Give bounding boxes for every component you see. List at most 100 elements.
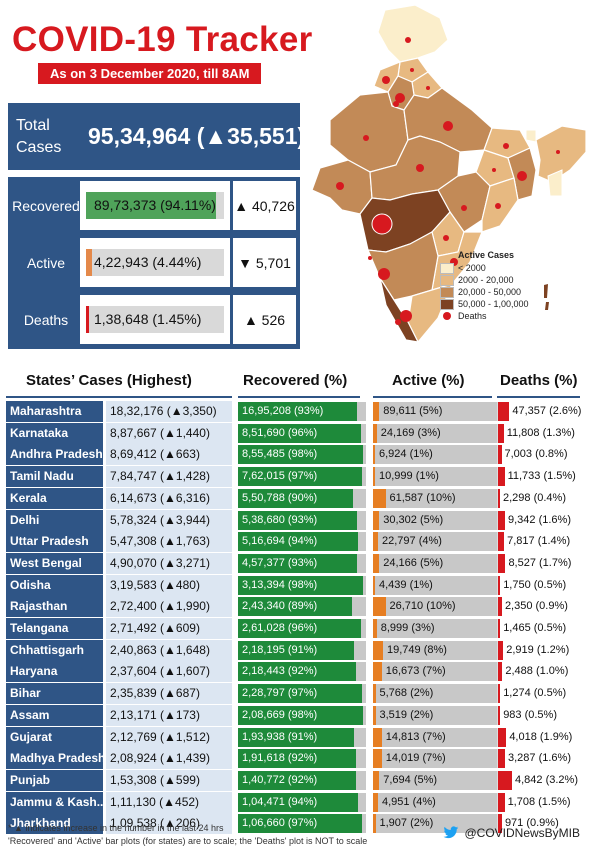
death-bubble-uttarakhand xyxy=(426,86,430,90)
recovered-label: 4,57,377 (93%) xyxy=(242,556,318,569)
recovered-bar-track: 2,28,797 (97%) xyxy=(238,684,366,704)
state-total: 5,47,308 (▲1,763) xyxy=(106,531,232,553)
deaths-bar-track: 1,465 (0.5%) xyxy=(497,619,582,638)
active-label: 24,166 (5%) xyxy=(383,556,444,569)
active-bar xyxy=(373,619,377,638)
active-bar-track: 3,519 (2%) xyxy=(373,705,498,725)
deaths-label: 11,808 (1.3%) xyxy=(506,426,575,439)
deaths-bar xyxy=(498,619,501,638)
state-total: 2,13,171 (▲173) xyxy=(106,704,232,726)
active-bar xyxy=(373,510,380,530)
recovered-bar xyxy=(238,510,358,530)
active-label: 61,587 (10%) xyxy=(389,491,456,504)
table-row: Jammu & Kash.. 1,11,130 (▲452) 1,04,471 (9… xyxy=(6,791,582,814)
deaths-label: 4,018 (1.9%) xyxy=(509,730,573,743)
recovered-bar xyxy=(238,445,364,465)
recovered-bar xyxy=(238,619,361,638)
header-underline-deaths xyxy=(497,396,580,398)
deaths-bar xyxy=(498,727,507,747)
death-bubble-jk xyxy=(405,37,411,43)
deaths-bar-track: 983 (0.5%) xyxy=(497,705,582,725)
header-underline-states xyxy=(6,396,232,398)
deaths-bar-track: 1,750 (0.5%) xyxy=(497,575,582,595)
deaths-bar xyxy=(498,814,502,834)
legend-item: Deaths xyxy=(440,310,529,322)
active-bar-track: 4,951 (4%) xyxy=(373,792,498,812)
active-bar xyxy=(373,792,378,812)
active-bar xyxy=(373,423,377,443)
summary-bar-cell: 4,22,943 (4.44%) xyxy=(80,238,230,287)
death-bubble-odisha xyxy=(495,203,501,209)
active-bar-track: 22,797 (4%) xyxy=(373,532,498,552)
death-bubble-kerala xyxy=(395,319,401,325)
death-bubble-up xyxy=(443,121,453,131)
state-total: 8,69,412 (▲663) xyxy=(106,444,232,466)
state-total: 7,84,747 (▲1,428) xyxy=(106,466,232,488)
deaths-bar-track: 7,817 (1.4%) xyxy=(497,532,582,552)
summary-bar-track xyxy=(86,306,224,333)
death-bubble-jharkhand xyxy=(492,168,496,172)
deaths-bar xyxy=(498,510,505,530)
recovered-bar xyxy=(238,423,361,443)
active-bar-track: 61,587 (10%) xyxy=(373,488,498,508)
deaths-label: 11,733 (1.5%) xyxy=(507,470,576,483)
table-row: Chhattisgarh 2,40,863 (▲1,648) 2,18,195 (9… xyxy=(6,639,582,662)
active-bar-track: 19,749 (8%) xyxy=(373,640,498,660)
summary-bar-track xyxy=(86,249,224,276)
recovered-bar xyxy=(238,467,363,487)
deaths-label: 2,488 (1.0%) xyxy=(505,665,569,678)
footnote-increase: * ▲ indicates increase in the number in … xyxy=(8,823,224,833)
summary-bar-cell: 1,38,648 (1.45%) xyxy=(80,295,230,344)
recovered-bar xyxy=(238,662,356,682)
recovered-label: 8,51,690 (96%) xyxy=(242,426,318,439)
death-bubble-telangana xyxy=(443,235,449,241)
summary-bar-fill xyxy=(86,192,216,219)
active-label: 5,768 (2%) xyxy=(379,687,434,700)
header-recovered: Recovered (%) xyxy=(243,372,348,389)
table-row: Andhra Pradesh 8,69,412 (▲663) 8,55,485 (9… xyxy=(6,444,582,466)
legend-label: < 2000 xyxy=(458,263,486,273)
table-row: Haryana 2,37,604 (▲1,607) 2,18,443 (92%) 16… xyxy=(6,661,582,683)
active-bar-track: 6,924 (1%) xyxy=(373,445,498,465)
death-bubble-punjab xyxy=(382,76,390,84)
state-name: Odisha xyxy=(6,574,103,596)
recovered-bar xyxy=(238,792,359,812)
map-region-sikkim xyxy=(525,129,537,143)
active-label: 26,710 (10%) xyxy=(389,600,456,613)
table-row: Bihar 2,35,839 (▲687) 2,28,797 (97%) 5,768 … xyxy=(6,683,582,705)
recovered-bar-track: 2,61,028 (96%) xyxy=(238,619,366,638)
deaths-bar-track: 11,733 (1.5%) xyxy=(497,467,582,487)
recovered-bar-track: 1,40,772 (92%) xyxy=(238,770,366,790)
state-total: 18,32,176 (▲3,350) xyxy=(106,401,232,422)
active-label: 22,797 (4%) xyxy=(382,535,442,548)
deaths-bar xyxy=(498,402,510,421)
active-label: 1,907 (2%) xyxy=(379,817,434,830)
death-bubble-goa xyxy=(368,256,372,260)
recovered-label: 1,04,471 (94%) xyxy=(242,795,318,808)
deaths-label: 971 (0.9%) xyxy=(504,817,559,830)
recovered-bar xyxy=(238,553,358,573)
recovered-label: 1,91,618 (92%) xyxy=(242,752,318,765)
state-name: Jharkhand xyxy=(6,813,103,835)
state-total: 3,19,583 (▲480) xyxy=(106,574,232,596)
deaths-bar-track: 1,274 (0.5%) xyxy=(497,684,582,704)
state-name: Uttar Pradesh xyxy=(6,531,103,553)
deaths-bar-track: 2,488 (1.0%) xyxy=(497,662,582,682)
recovered-label: 2,18,443 (92%) xyxy=(242,665,318,678)
state-name: Chhattisgarh xyxy=(6,639,103,661)
death-bubble-maharashtra xyxy=(371,213,393,235)
legend-label: Deaths xyxy=(458,311,487,321)
header-deaths: Deaths (%) xyxy=(500,372,578,389)
active-bar-track: 24,169 (3%) xyxy=(373,423,498,443)
table-row: Telangana 2,71,492 (▲609) 2,61,028 (96%) 8,… xyxy=(6,618,582,640)
legend-swatch xyxy=(443,312,451,320)
summary-row-deaths: Deaths 1,38,648 (1.45%) ▲ 526 xyxy=(8,291,300,348)
legend-item: 50,000 - 1,00,000 xyxy=(440,298,529,310)
active-bar-track: 14,019 (7%) xyxy=(373,749,498,769)
deaths-label: 2,298 (0.4%) xyxy=(503,491,566,504)
table-row: Maharashtra 18,32,176 (▲3,350) 16,95,208 (… xyxy=(6,401,582,423)
summary-row-recovered: Recovered 89,73,373 (94.11%) ▲ 40,726 xyxy=(8,177,300,234)
deaths-bar xyxy=(498,662,503,682)
state-total: 2,72,400 (▲1,990) xyxy=(106,596,232,618)
twitter-credit: @COVIDNewsByMIB xyxy=(443,826,580,840)
